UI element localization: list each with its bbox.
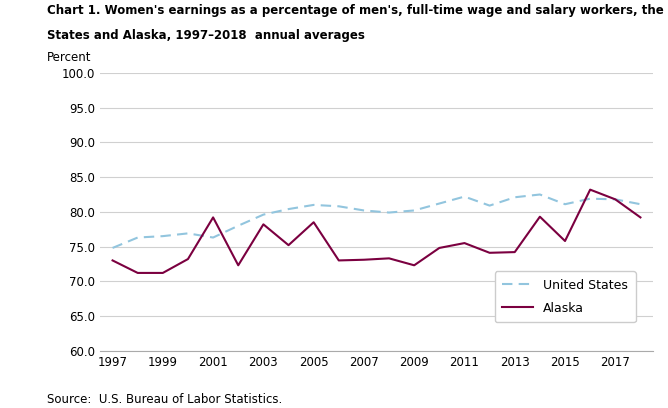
Alaska: [310, 220, 318, 225]
Alaska: [134, 271, 142, 275]
Alaska: [109, 258, 117, 263]
United States: [335, 204, 343, 209]
United States: [134, 235, 142, 240]
Line: United States: United States: [113, 195, 641, 248]
Alaska: [285, 243, 293, 248]
Alaska: [184, 257, 192, 262]
Legend: United States, Alaska: United States, Alaska: [494, 271, 636, 322]
Alaska: [486, 251, 494, 255]
Text: Chart 1. Women's earnings as a percentage of men's, full-time wage and salary wo: Chart 1. Women's earnings as a percentag…: [47, 4, 668, 17]
United States: [184, 231, 192, 236]
United States: [259, 212, 267, 217]
United States: [410, 208, 418, 213]
Text: Percent: Percent: [47, 51, 92, 64]
Alaska: [335, 258, 343, 263]
Alaska: [209, 215, 217, 220]
Alaska: [360, 257, 368, 262]
United States: [436, 201, 444, 206]
United States: [637, 202, 645, 207]
United States: [586, 196, 594, 201]
Alaska: [460, 241, 468, 246]
United States: [360, 208, 368, 213]
United States: [209, 235, 217, 240]
Alaska: [536, 214, 544, 219]
United States: [234, 223, 242, 228]
United States: [159, 234, 167, 239]
Alaska: [511, 250, 519, 255]
Alaska: [611, 197, 619, 202]
Alaska: [159, 271, 167, 275]
Alaska: [385, 256, 393, 261]
United States: [285, 206, 293, 211]
Alaska: [637, 215, 645, 220]
Text: States and Alaska, 1997–2018  annual averages: States and Alaska, 1997–2018 annual aver…: [47, 29, 365, 42]
Alaska: [410, 263, 418, 268]
United States: [310, 202, 318, 207]
United States: [561, 202, 569, 207]
Alaska: [259, 222, 267, 227]
United States: [611, 197, 619, 202]
United States: [109, 246, 117, 251]
Alaska: [436, 246, 444, 251]
Alaska: [234, 263, 242, 268]
Alaska: [561, 239, 569, 244]
Line: Alaska: Alaska: [113, 190, 641, 273]
United States: [486, 203, 494, 208]
Alaska: [586, 187, 594, 192]
United States: [511, 195, 519, 200]
United States: [536, 192, 544, 197]
Text: Source:  U.S. Bureau of Labor Statistics.: Source: U.S. Bureau of Labor Statistics.: [47, 393, 282, 406]
United States: [460, 194, 468, 199]
United States: [385, 210, 393, 215]
